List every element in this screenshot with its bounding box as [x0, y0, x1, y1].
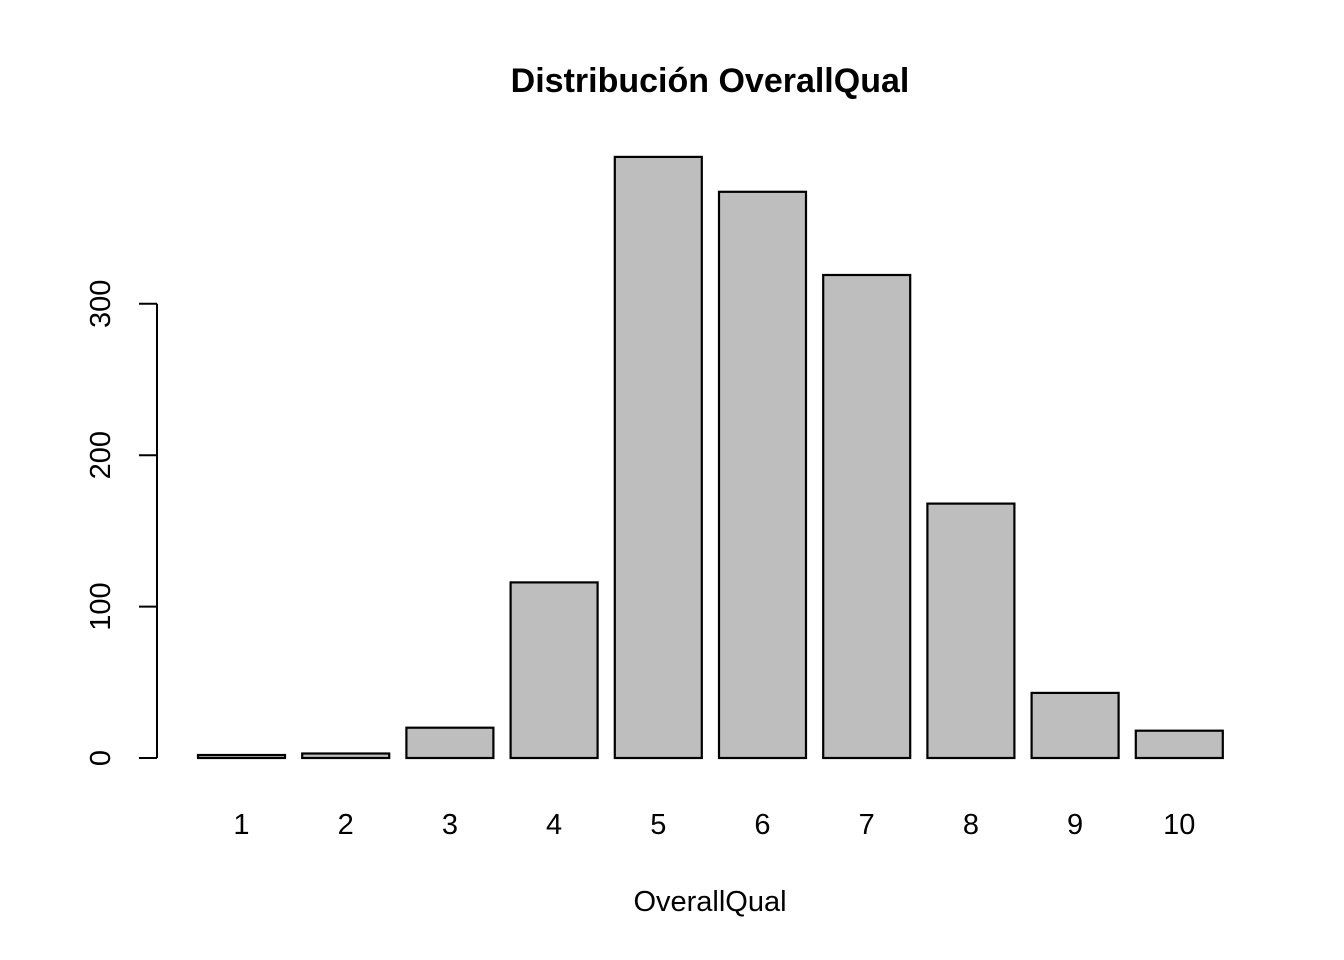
x-tick-label: 3 — [442, 809, 458, 841]
x-tick-label: 5 — [650, 809, 666, 841]
bar-1 — [196, 753, 287, 760]
x-tick-label: 9 — [1067, 809, 1083, 841]
x-tick-label: 2 — [338, 809, 354, 841]
y-tick-label: 100 — [85, 582, 117, 630]
bar-2 — [301, 752, 391, 760]
bar-8 — [926, 502, 1016, 760]
x-tick-labels: 1 2 3 4 5 6 7 8 9 10 — [233, 809, 1195, 841]
bar-10 — [1134, 729, 1224, 760]
x-tick-label: 7 — [859, 809, 875, 841]
x-tick-label: 10 — [1163, 809, 1195, 841]
bar-7 — [822, 273, 912, 760]
x-tick-label: 8 — [963, 809, 979, 841]
y-tick-label: 0 — [85, 750, 117, 766]
y-tick-label: 300 — [85, 280, 117, 328]
x-axis-label: OverallQual — [633, 886, 786, 918]
y-axis: 0 100 200 300 — [85, 280, 158, 766]
bar-5 — [613, 155, 703, 760]
y-tick-label: 200 — [85, 431, 117, 479]
x-tick-label: 6 — [754, 809, 770, 841]
bar-3 — [405, 726, 495, 760]
bars-group — [196, 155, 1224, 760]
bar-6 — [717, 190, 808, 760]
bar-9 — [1030, 691, 1120, 760]
bar-4 — [509, 581, 599, 760]
x-tick-label: 1 — [233, 809, 249, 841]
chart-title: Distribución OverallQual — [511, 62, 910, 100]
x-tick-label: 4 — [546, 809, 562, 841]
